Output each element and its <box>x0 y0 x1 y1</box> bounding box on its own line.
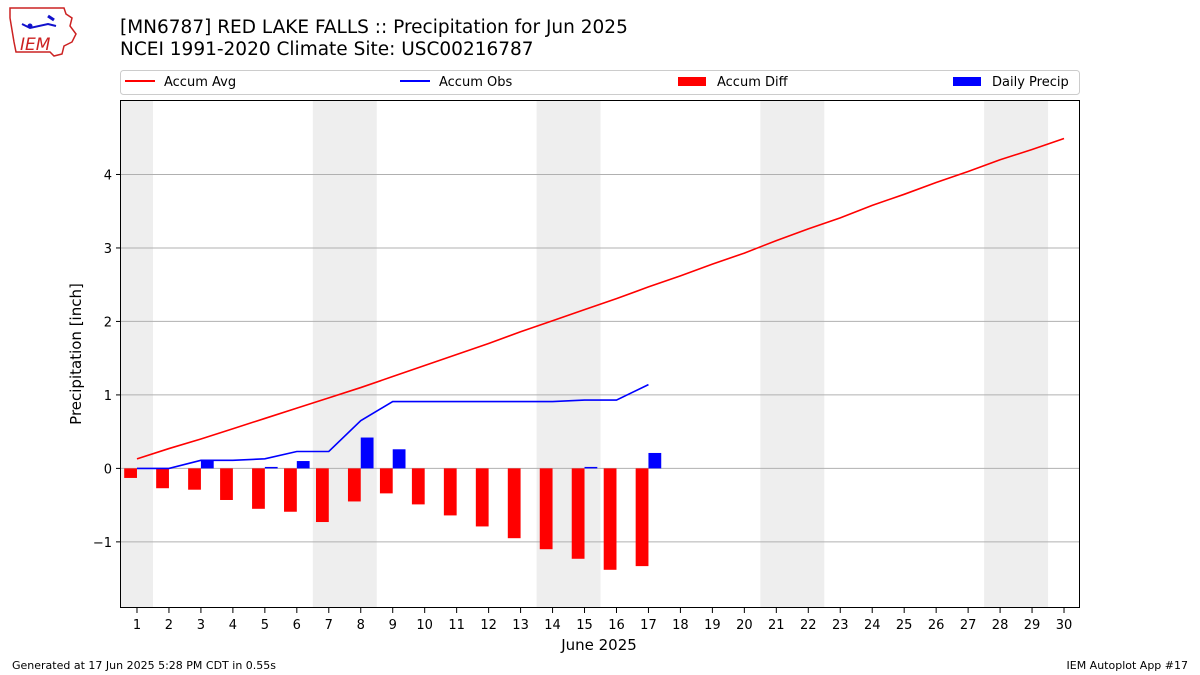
diff-bar <box>539 468 553 550</box>
weekend-band <box>760 101 825 608</box>
chart-title: [MN6787] RED LAKE FALLS :: Precipitation… <box>120 17 628 38</box>
weekend-band <box>984 101 1049 608</box>
diff-bar <box>220 468 233 500</box>
x-tick-label: 27 <box>960 618 977 633</box>
diff-bar <box>635 468 649 567</box>
x-tick-label: 22 <box>800 618 817 633</box>
plot-frame <box>120 100 1080 608</box>
legend-label: Accum Avg <box>164 75 236 90</box>
legend-label: Accum Diff <box>717 75 789 90</box>
daily-precip-bar <box>296 461 310 469</box>
daily-precip-bar <box>584 466 598 469</box>
x-tick-label: 1 <box>133 618 141 633</box>
diff-bar <box>475 468 489 527</box>
iem-logo: IEM <box>8 6 80 60</box>
weekend-band <box>312 101 377 608</box>
diff-bar <box>124 468 137 478</box>
x-tick-label: 20 <box>736 618 753 633</box>
accum-obs-line <box>136 383 649 470</box>
y-axis-ticks: −1 0 1 2 3 4 <box>93 168 121 551</box>
daily-precip-bar <box>264 466 278 469</box>
diff-bar <box>315 468 329 523</box>
x-tick-label: 28 <box>992 618 1009 633</box>
y-tick-label: 0 <box>104 462 112 477</box>
y-tick-label: 4 <box>104 168 112 183</box>
diff-bar <box>411 468 425 505</box>
legend-swatch <box>678 77 706 86</box>
daily-precip-bar <box>360 437 374 469</box>
x-tick-label: 29 <box>1024 618 1041 633</box>
x-tick-label: 4 <box>229 618 237 633</box>
x-tick-label: 3 <box>197 618 205 633</box>
x-tick-label: 7 <box>325 618 333 633</box>
diff-bar <box>347 468 361 502</box>
daily-precip-bar <box>392 449 406 469</box>
footer-generated: Generated at 17 Jun 2025 5:28 PM CDT in … <box>12 659 277 672</box>
x-tick-label: 26 <box>928 618 945 633</box>
x-tick-label: 16 <box>608 618 625 633</box>
diff-bar <box>379 468 393 494</box>
x-tick-label: 17 <box>640 618 657 633</box>
diff-bar <box>603 468 617 570</box>
x-tick-label: 21 <box>768 618 785 633</box>
x-tick-label: 19 <box>704 618 721 633</box>
x-tick-label: 9 <box>389 618 397 633</box>
x-tick-label: 14 <box>544 618 561 633</box>
diff-bar <box>284 468 297 512</box>
x-axis-label: June 2025 <box>560 636 637 654</box>
lines <box>136 137 1065 470</box>
diff-bar <box>156 468 169 489</box>
diff-bar <box>252 468 265 509</box>
daily-precip-bar <box>200 460 214 469</box>
weekend-band <box>121 101 153 608</box>
weekend-bands <box>121 101 1049 608</box>
footer-app: IEM Autoplot App #17 <box>1066 659 1189 672</box>
x-tick-label: 6 <box>293 618 301 633</box>
x-tick-label: 13 <box>512 618 529 633</box>
x-tick-label: 10 <box>416 618 433 633</box>
legend-label: Accum Obs <box>439 75 512 90</box>
legend-swatch <box>953 77 981 86</box>
logo-text: IEM <box>20 35 51 55</box>
diff-bar <box>188 468 201 490</box>
x-tick-label: 24 <box>864 618 881 633</box>
gridlines <box>121 173 1080 543</box>
x-axis-ticks: 1 2 3 4 5 6 7 8 9 10 11 12 13 14 15 16 17 18 19 20 21 22 23 24 2… <box>133 608 1072 633</box>
legend: Accum Avg Accum Obs Accum Diff Daily Precip <box>120 70 1080 95</box>
legend-label: Daily Precip <box>992 75 1069 90</box>
x-tick-label: 11 <box>448 618 465 633</box>
daily-precip-bar <box>648 452 662 469</box>
legend-box <box>120 70 1080 95</box>
x-tick-label: 25 <box>896 618 913 633</box>
y-tick-label: 3 <box>104 242 112 257</box>
y-axis-label: Precipitation [inch] <box>67 283 85 425</box>
accum-avg-line <box>136 137 1065 460</box>
x-tick-label: 23 <box>832 618 849 633</box>
x-tick-label: 8 <box>357 618 365 633</box>
diff-bar <box>571 468 585 559</box>
x-tick-label: 12 <box>480 618 497 633</box>
chart-subtitle: NCEI 1991-2020 Climate Site: USC00216787 <box>120 39 534 60</box>
x-tick-label: 5 <box>261 618 269 633</box>
diff-bar <box>443 468 457 516</box>
y-tick-label: 2 <box>104 315 112 330</box>
x-tick-label: 18 <box>672 618 689 633</box>
x-tick-label: 30 <box>1056 618 1073 633</box>
y-tick-label: 1 <box>104 389 112 404</box>
x-tick-label: 15 <box>576 618 593 633</box>
x-tick-label: 2 <box>165 618 173 633</box>
bars <box>124 437 662 570</box>
diff-bar <box>507 468 521 539</box>
y-tick-label: −1 <box>93 536 112 551</box>
